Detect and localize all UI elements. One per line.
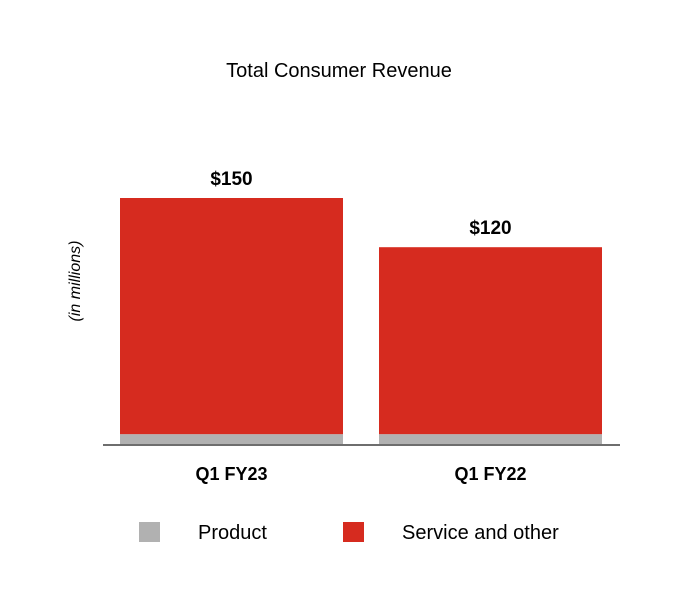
bar-total-label: $120 — [469, 218, 511, 239]
bar-service-0 — [120, 198, 343, 435]
bar-product-1 — [379, 434, 602, 444]
chart-title: Total Consumer Revenue — [226, 60, 452, 82]
x-tick-label: Q1 FY22 — [454, 464, 526, 484]
x-tick-label: Q1 FY23 — [195, 464, 267, 484]
y-axis-label: (in millions) — [67, 241, 84, 322]
bars — [120, 198, 602, 444]
legend-swatch — [343, 522, 364, 542]
legend-label: Product — [198, 522, 267, 544]
legend-label: Service and other — [402, 522, 559, 544]
bar-total-label: $150 — [210, 169, 252, 190]
legend-swatch — [139, 522, 160, 542]
bar-product-0 — [120, 434, 343, 444]
bar-service-1 — [379, 247, 602, 435]
labels: $150 Q1 FY23 $120 Q1 FY22 — [195, 169, 526, 484]
legend: Product Service and other — [139, 522, 559, 544]
